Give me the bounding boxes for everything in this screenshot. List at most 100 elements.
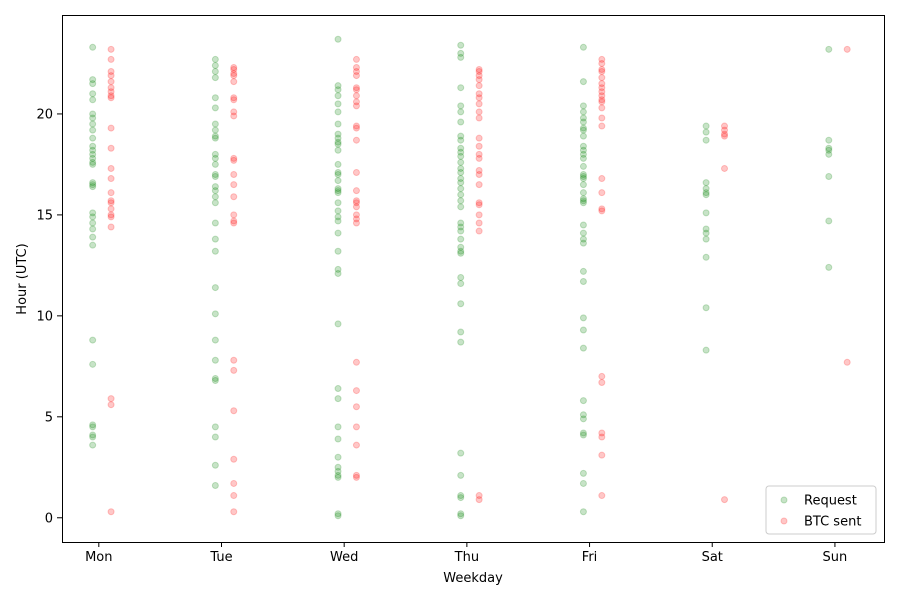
data-point — [579, 132, 587, 140]
plot-frame — [62, 15, 885, 543]
data-point — [475, 201, 483, 209]
data-point — [230, 217, 238, 225]
data-point — [89, 110, 97, 118]
data-point — [230, 193, 238, 201]
data-point — [352, 72, 360, 80]
data-point — [334, 510, 342, 518]
data-point — [843, 45, 851, 53]
data-point — [334, 130, 342, 138]
data-point — [598, 96, 606, 104]
data-point — [89, 126, 97, 134]
data-point — [457, 338, 465, 346]
data-point — [352, 473, 360, 481]
data-point — [825, 45, 833, 53]
data-point — [598, 122, 606, 130]
data-point — [475, 166, 483, 174]
data-point — [107, 144, 115, 152]
data-point — [457, 41, 465, 49]
data-point — [211, 374, 219, 382]
data-point — [334, 269, 342, 277]
data-point — [211, 193, 219, 201]
data-point — [579, 78, 587, 86]
data-point — [230, 78, 238, 86]
data-points-layer — [89, 35, 851, 520]
data-point — [457, 223, 465, 231]
data-point — [334, 265, 342, 273]
data-point — [107, 45, 115, 53]
data-point — [230, 508, 238, 516]
data-point — [457, 148, 465, 156]
data-point — [457, 471, 465, 479]
data-point — [702, 235, 710, 243]
data-point — [89, 241, 97, 249]
data-point — [475, 142, 483, 150]
data-point — [598, 189, 606, 197]
x-tick-label: Tue — [209, 550, 232, 565]
data-point — [334, 168, 342, 176]
data-point — [211, 461, 219, 469]
data-point — [579, 102, 587, 110]
data-point — [475, 199, 483, 207]
data-point — [230, 407, 238, 415]
data-point — [334, 134, 342, 142]
data-point — [475, 72, 483, 80]
x-tick-label: Sat — [702, 550, 723, 565]
data-point — [211, 132, 219, 140]
data-point — [211, 74, 219, 82]
data-point — [825, 144, 833, 152]
data-point — [721, 496, 729, 504]
data-point — [475, 171, 483, 179]
y-tick-label: 0 — [45, 511, 53, 526]
data-point — [598, 84, 606, 92]
data-point — [211, 120, 219, 128]
data-point — [457, 273, 465, 281]
data-point — [211, 104, 219, 112]
data-point — [579, 229, 587, 237]
data-point — [579, 508, 587, 516]
data-point — [352, 199, 360, 207]
data-point — [457, 132, 465, 140]
data-point — [334, 82, 342, 90]
data-point — [598, 104, 606, 112]
data-point — [334, 207, 342, 215]
data-point — [721, 132, 729, 140]
data-point — [457, 300, 465, 308]
data-point — [107, 164, 115, 172]
data-point — [334, 100, 342, 108]
data-point — [825, 173, 833, 181]
data-point — [334, 229, 342, 237]
data-point — [334, 86, 342, 94]
data-point — [475, 68, 483, 76]
data-point — [475, 82, 483, 90]
data-point — [598, 114, 606, 122]
data-point — [457, 108, 465, 116]
data-point — [211, 61, 219, 69]
data-point — [352, 358, 360, 366]
data-point — [598, 92, 606, 100]
data-point — [598, 98, 606, 106]
data-point — [334, 213, 342, 221]
data-point — [475, 227, 483, 235]
x-tick-label: Mon — [85, 550, 112, 565]
series-request — [89, 35, 833, 520]
data-point — [579, 189, 587, 197]
data-point — [457, 512, 465, 520]
data-point — [334, 146, 342, 154]
data-point — [457, 191, 465, 199]
data-point — [352, 197, 360, 205]
data-point — [579, 221, 587, 229]
data-point — [211, 199, 219, 207]
data-point — [475, 211, 483, 219]
data-point — [825, 263, 833, 271]
x-tick-label: Fri — [582, 550, 598, 565]
data-point — [230, 108, 238, 116]
data-point — [579, 429, 587, 437]
data-point — [579, 118, 587, 126]
data-point — [230, 63, 238, 71]
data-point — [352, 215, 360, 223]
data-point — [211, 150, 219, 158]
data-point — [89, 90, 97, 98]
data-point — [334, 138, 342, 146]
data-point — [352, 63, 360, 71]
